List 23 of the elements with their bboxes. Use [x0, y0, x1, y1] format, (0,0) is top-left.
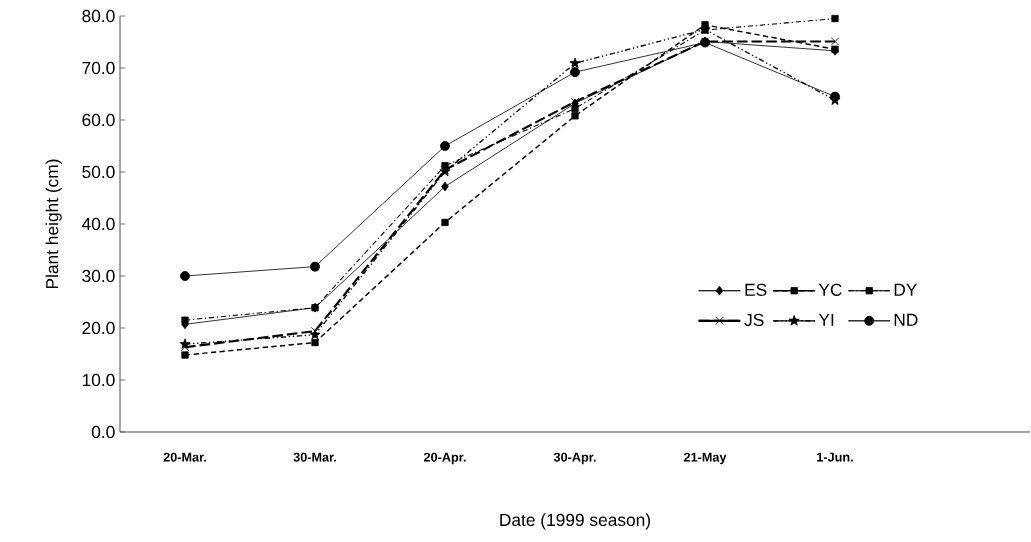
y-tick-label: 40.0 [81, 217, 115, 231]
y-tick-label: 80.0 [82, 9, 115, 23]
x-axis-title: Date (1999 season) [500, 513, 651, 530]
x-tick-label: 21-May [683, 452, 727, 465]
y-tick-label: 10.0 [82, 373, 115, 387]
x-tick-label: 30-Mar. [293, 452, 336, 462]
legend-label: ES [745, 283, 767, 296]
legend-label: ND [894, 313, 918, 326]
legend-label: YC [818, 283, 842, 296]
legend-label: JS [744, 313, 764, 327]
y-axis-title: Plant height (cm) [45, 159, 62, 289]
x-tick-label: 1-Jun. [817, 452, 853, 462]
y-tick-label: 0.0 [91, 425, 115, 439]
x-tick-label: 20-Apr. [423, 452, 466, 465]
legend-label: DY [894, 283, 917, 296]
y-tick-label: 70.0 [82, 61, 115, 75]
x-tick-label: 20-Mar. [163, 452, 206, 462]
x-tick-label: 30-Apr. [553, 452, 596, 465]
y-tick-label: 50.0 [82, 165, 115, 179]
legend-label: YI [818, 313, 834, 326]
y-tick-label: 20.0 [82, 321, 115, 335]
y-tick-label: 60.0 [82, 113, 115, 127]
y-tick-label: 30.0 [82, 269, 115, 283]
